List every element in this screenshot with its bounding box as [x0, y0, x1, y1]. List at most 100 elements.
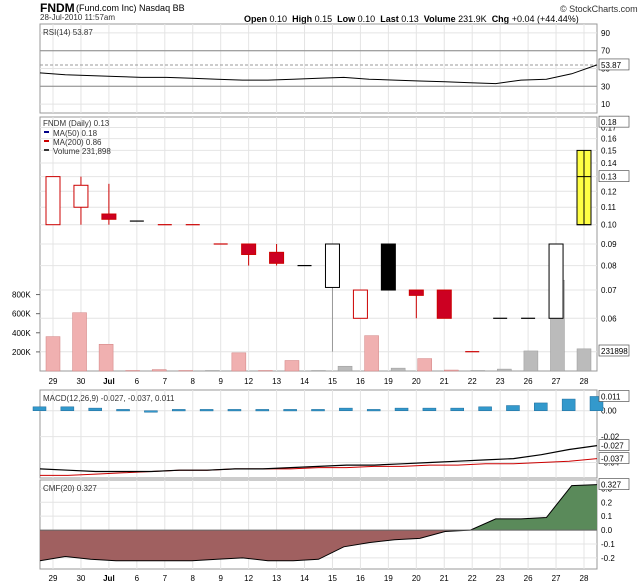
macd-tick-label: -0.02 — [601, 433, 620, 442]
macd-histogram-bar — [422, 407, 437, 411]
macd-histogram-bar — [339, 407, 353, 411]
macd-tick-label: 0.00 — [601, 407, 617, 416]
volume-bar — [523, 350, 539, 372]
volume-bar — [417, 358, 432, 372]
x-tick-label-top: 23 — [496, 377, 505, 386]
macd-histogram-bar — [561, 398, 576, 411]
candle-body — [324, 243, 340, 288]
volume-bar — [98, 343, 114, 372]
price-tick-label: 0.14 — [601, 159, 617, 168]
macd-hist-last-box — [598, 390, 630, 402]
volume-tick-label: 400K — [12, 329, 31, 338]
legend-entry: MA(200) 0.86 — [53, 138, 102, 147]
macd-histogram-bar — [394, 407, 409, 411]
x-tick-label-bottom: 29 — [49, 574, 58, 583]
volume-bar — [497, 368, 512, 372]
price-tick-label: 0.12 — [601, 187, 617, 196]
price-tick-label: 0.16 — [601, 135, 617, 144]
volume-bar — [576, 348, 592, 372]
quote-line: Open 0.10 High 0.15 Low 0.10 Last 0.13 V… — [244, 14, 579, 24]
candle-body — [576, 176, 592, 226]
rsi-tick-label: 30 — [601, 82, 610, 91]
rsi-tick-label: 90 — [601, 29, 610, 38]
price-current-label-last-box — [598, 170, 630, 182]
x-tick-label-bottom: 27 — [552, 574, 561, 583]
x-tick-label-top: 13 — [272, 377, 281, 386]
cmf-positive-area — [40, 484, 597, 531]
x-tick-label-bottom: 7 — [163, 574, 168, 583]
x-tick-label-top: 27 — [552, 377, 561, 386]
candle-body — [241, 243, 257, 255]
x-tick-label-top: 12 — [244, 377, 253, 386]
volume-bar — [337, 365, 353, 372]
legend-swatch — [44, 131, 49, 133]
x-tick-label-top: 6 — [135, 377, 140, 386]
volume-bar — [390, 367, 406, 372]
candle-body — [269, 251, 285, 264]
cmf-label: CMF(20) 0.327 — [43, 484, 97, 493]
volume-last-value: 231898 — [601, 347, 628, 356]
price-tick-label: 0.11 — [601, 203, 617, 212]
x-tick-label-bottom: 20 — [412, 574, 421, 583]
volume-bar — [45, 336, 61, 372]
x-tick-label-bottom: 8 — [191, 574, 196, 583]
x-tick-label-top: 16 — [356, 377, 365, 386]
macd-histogram-bar — [366, 409, 381, 412]
x-tick-label-bottom: 22 — [468, 574, 477, 583]
macd-histogram-bar — [199, 409, 214, 412]
rsi-tick-label: 70 — [601, 47, 610, 56]
chart-header: FNDM (Fund.com Inc) Nasdaq BB 28-Jul-201… — [0, 0, 640, 24]
macd-panel-frame — [39, 389, 598, 479]
macd-histogram-bar — [534, 402, 548, 411]
volume-bar — [364, 335, 379, 372]
cmf-negative-area — [40, 530, 597, 561]
volume-tick-label: 200K — [12, 348, 31, 357]
x-tick-label-top: 30 — [76, 377, 85, 386]
legend-entry: MA(50) 0.18 — [53, 129, 98, 138]
x-tick-label-top: 7 — [163, 377, 168, 386]
x-tick-label-bottom: 30 — [76, 574, 85, 583]
x-tick-label-bottom: 28 — [580, 574, 589, 583]
x-tick-label-bottom: 23 — [496, 574, 505, 583]
candle-body — [45, 176, 61, 226]
candle — [408, 289, 424, 319]
macd-histogram-bar — [311, 409, 325, 412]
cmf-tick-label: 0.1 — [601, 512, 613, 521]
candle-body — [101, 213, 117, 220]
candle — [241, 243, 257, 266]
volume-last-value-box — [598, 344, 630, 357]
legend-swatch — [44, 140, 49, 142]
macd-histogram-bar — [32, 406, 47, 411]
x-tick-label-top: 15 — [328, 377, 337, 386]
x-tick-label-top: 21 — [440, 377, 449, 386]
x-tick-label-bottom: 26 — [524, 574, 533, 583]
x-tick-label-bottom: 13 — [272, 574, 281, 583]
x-tick-label-bottom: 21 — [440, 574, 449, 583]
price-current-label-ma-box — [598, 115, 630, 128]
macd-signal-last-box — [598, 452, 630, 464]
cmf-last-value-box — [598, 478, 630, 490]
price-title: FNDM (Daily) 0.13 — [43, 119, 110, 128]
date-time: 28-Jul-2010 11:57am — [40, 13, 116, 22]
price-tick-label: 0.06 — [601, 314, 617, 323]
candle — [73, 176, 89, 225]
candle-body — [352, 289, 368, 319]
price-tick-label: 0.17 — [601, 123, 617, 132]
macd-histogram-bar — [60, 406, 75, 411]
cmf-line — [39, 484, 598, 562]
x-tick-label-bottom: 12 — [244, 574, 253, 583]
candle — [380, 243, 396, 291]
price-tick-label: 0.10 — [601, 221, 617, 230]
volume-bar — [72, 312, 87, 372]
macd-histogram-bar — [450, 407, 464, 411]
candle — [576, 149, 592, 226]
x-tick-label-top: 19 — [384, 377, 393, 386]
candle — [436, 289, 452, 319]
volume-bar — [444, 369, 459, 372]
cmf-tick-label: 0.0 — [601, 526, 613, 535]
candle — [101, 183, 117, 225]
x-tick-label-bottom: 16 — [356, 574, 365, 583]
volume-tick-label: 600K — [12, 310, 31, 319]
macd-histogram-bar — [255, 409, 270, 412]
